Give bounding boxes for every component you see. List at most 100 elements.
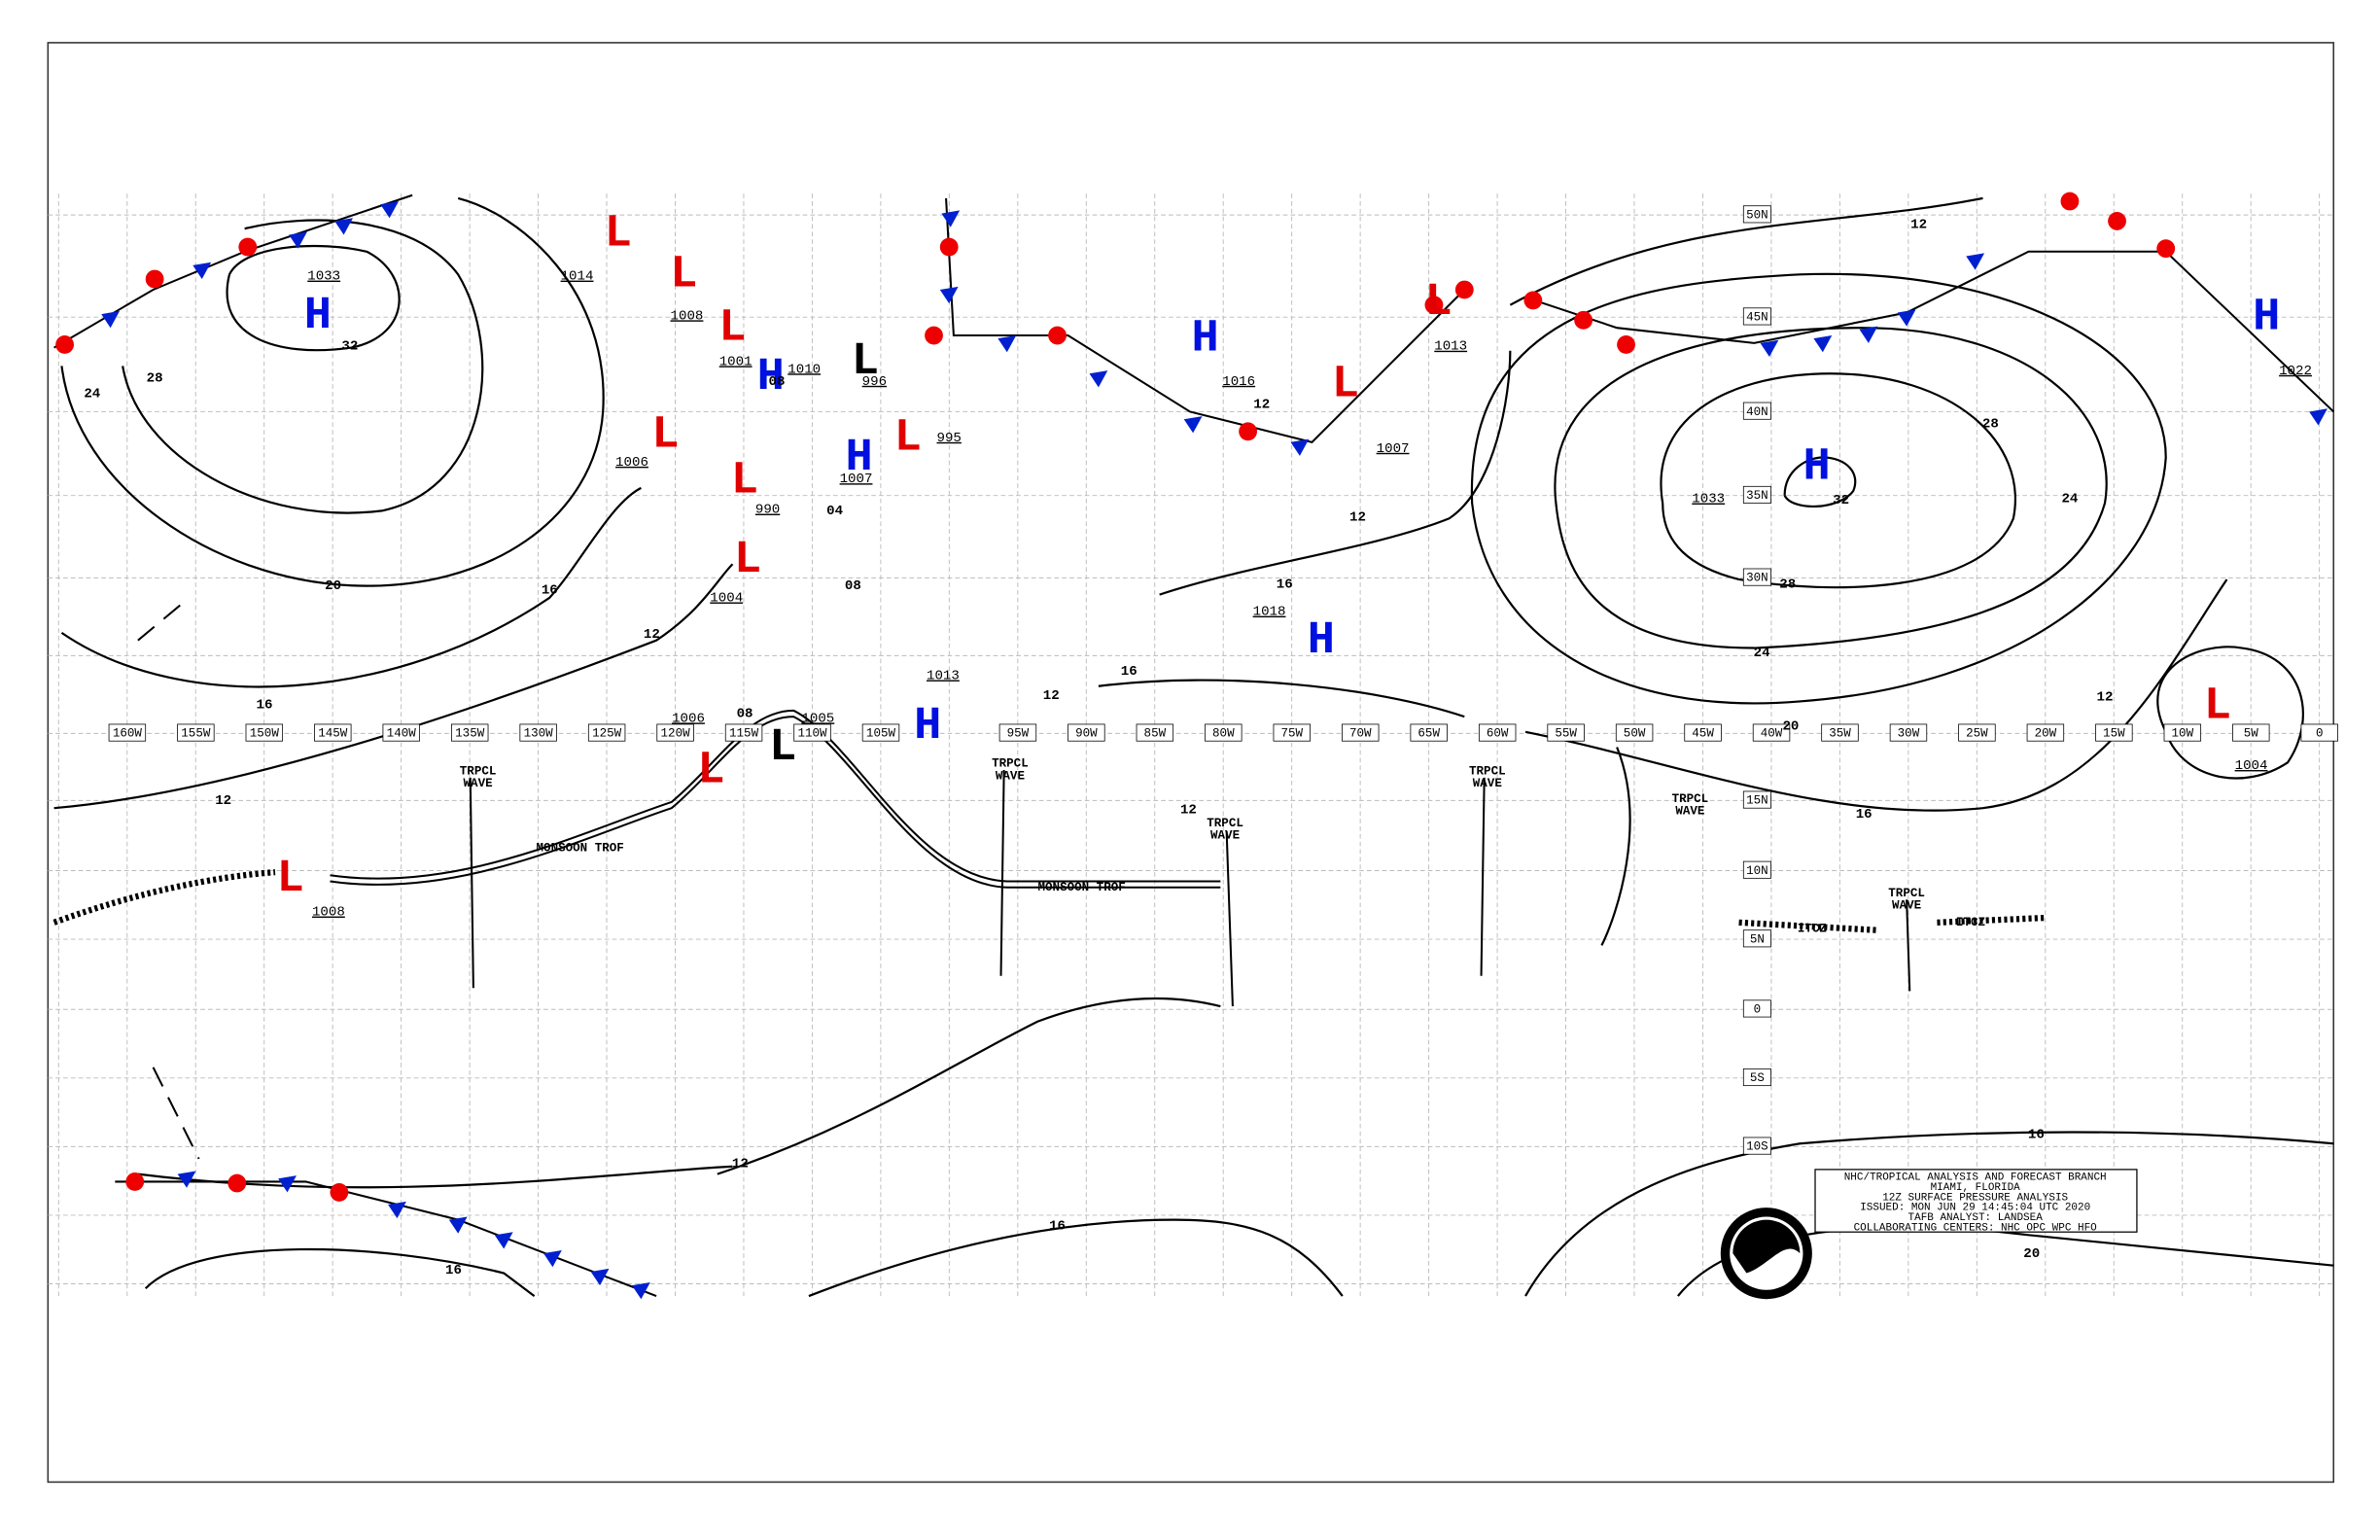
lon-label-box	[1273, 723, 1311, 742]
lon-label-box	[1889, 723, 1928, 742]
center-pressure: 1013	[927, 668, 960, 683]
warm-front-symbol	[1574, 310, 1593, 330]
lon-label: 55W	[1555, 727, 1577, 741]
center-pressure: 1005	[801, 711, 834, 726]
lat-label-box	[1742, 1137, 1771, 1155]
isobar-label: 20	[2023, 1246, 2040, 1262]
warm-front-symbol	[125, 1172, 145, 1191]
cold-front-symbol	[494, 1232, 513, 1249]
cold-front-symbol	[192, 262, 212, 280]
lon-label-box	[861, 723, 900, 742]
info-line: MIAMI, FLORIDA	[1931, 1182, 2021, 1194]
lat-label-box	[1742, 307, 1771, 326]
warm-front-symbol	[1048, 326, 1067, 345]
isobar-label: 12	[215, 793, 231, 809]
warm-front-symbol	[1523, 291, 1543, 310]
feature-label: ITCZ	[1798, 922, 1827, 935]
center-pressure: 1007	[1377, 441, 1410, 457]
center-pressure: 1006	[672, 711, 705, 726]
lon-label-box	[2232, 723, 2270, 742]
warm-front-symbol	[2156, 239, 2176, 259]
isobar-label: 24	[2061, 492, 2078, 508]
labels: 160W 155W 150W 145W 140W 135W 130W 125W 120W 115W…	[84, 205, 2338, 1278]
isobar-label: 32	[1833, 493, 1849, 508]
isobar-label: 28	[147, 371, 163, 387]
lon-label: 145W	[318, 727, 348, 741]
center-letter: H	[2253, 293, 2280, 344]
center-pressure: 1007	[840, 472, 873, 487]
lon-label: 15W	[2103, 727, 2125, 741]
warm-front-symbol	[228, 1173, 247, 1193]
warm-front-symbol	[939, 237, 959, 257]
lat-label-box	[1742, 999, 1771, 1018]
cold-front-symbol	[939, 286, 959, 304]
cold-front-symbol	[590, 1268, 610, 1286]
lon-label: 155W	[181, 727, 211, 741]
lon-label-box	[1068, 723, 1105, 742]
center-letter: L	[670, 250, 697, 301]
isobar-label: 16	[1121, 664, 1138, 680]
warm-front-symbol	[2108, 211, 2126, 230]
cold-front-symbol	[380, 201, 400, 219]
front-line	[945, 197, 1466, 443]
lat-label: 5N	[1750, 932, 1765, 946]
center-pressure: 1016	[1222, 374, 1255, 390]
cold-front-symbol	[1183, 416, 1203, 434]
warm-front-symbol	[2060, 192, 2080, 211]
lon-label: 110W	[797, 727, 827, 741]
center-pressure: 1033	[307, 269, 340, 285]
lat-label: 45N	[1746, 311, 1768, 325]
lat-label: 5S	[1750, 1071, 1765, 1085]
center-pressure: 1018	[1253, 605, 1286, 620]
center-pressure: 1004	[2235, 758, 2268, 774]
cold-front-symbol	[1089, 370, 1108, 388]
cold-front-symbol	[1897, 309, 1916, 327]
lon-label: 20W	[2035, 727, 2057, 741]
lat-label: 15N	[1746, 794, 1768, 808]
lon-label: 65W	[1418, 727, 1440, 741]
lon-label-box	[314, 723, 352, 742]
noaa-logo: NOAA	[1720, 1208, 1812, 1300]
isobar-label: 12	[2097, 689, 2114, 705]
lon-label-box	[519, 723, 557, 742]
lat-label: 10N	[1746, 864, 1768, 878]
lat-label-box	[1742, 860, 1771, 879]
cold-front-symbol	[448, 1216, 468, 1234]
isobar-label: 28	[1779, 577, 1796, 592]
center-letter: L	[2204, 682, 2231, 733]
lat-label: 50N	[1746, 208, 1768, 222]
isobar-label: 08	[769, 374, 786, 390]
cold-front-symbol	[388, 1201, 406, 1219]
center-pressure: 1001	[719, 354, 752, 369]
lon-label: 35W	[1829, 727, 1851, 741]
lat-label-box	[1742, 402, 1771, 420]
info-line: TAFB ANALYST: LANDSEA	[1908, 1212, 2044, 1224]
lon-label: 85W	[1144, 727, 1167, 741]
lat-label-box	[1742, 790, 1771, 809]
isobar-label: 16	[1277, 577, 1293, 592]
info-line: COLLABORATING CENTERS: NHC OPC WPC HFO	[1854, 1222, 2098, 1234]
feature-label: ITCZ	[1956, 916, 1985, 929]
center-letter: H	[1802, 441, 1830, 493]
warm-front-symbol	[330, 1183, 349, 1202]
lon-label: 45W	[1692, 727, 1714, 741]
cold-front-symbol	[101, 310, 121, 329]
feature-label: TRPCL WAVE	[460, 765, 497, 791]
lon-label-box	[656, 723, 694, 742]
center-letter: L	[1425, 277, 1452, 329]
lon-label-box	[2163, 723, 2202, 742]
isobar-label: 16	[1856, 807, 1872, 822]
isobars	[53, 196, 2334, 1298]
isobar-label: 12	[732, 1156, 749, 1172]
cold-front-symbol	[1859, 326, 1878, 343]
center-letter: H	[304, 291, 332, 342]
lon-label-box	[1410, 723, 1448, 742]
isobar-label: 16	[2028, 1128, 2045, 1143]
center-letter: L	[734, 535, 761, 586]
isobar-label: 24	[84, 386, 100, 402]
graticule	[48, 193, 2334, 1297]
warm-front-symbol	[145, 269, 164, 289]
center-letter: L	[1332, 360, 1359, 411]
cold-front-symbol	[998, 335, 1017, 353]
warm-front-symbol	[238, 237, 258, 257]
